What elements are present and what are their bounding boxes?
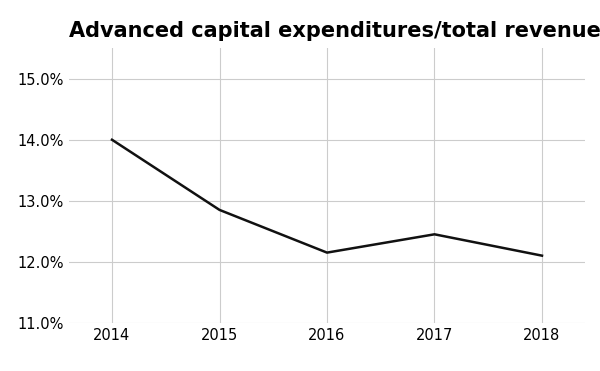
Text: Advanced capital expenditures/total revenue: Advanced capital expenditures/total reve… bbox=[69, 21, 600, 41]
